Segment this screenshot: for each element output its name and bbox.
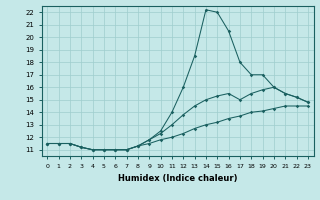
X-axis label: Humidex (Indice chaleur): Humidex (Indice chaleur)	[118, 174, 237, 183]
